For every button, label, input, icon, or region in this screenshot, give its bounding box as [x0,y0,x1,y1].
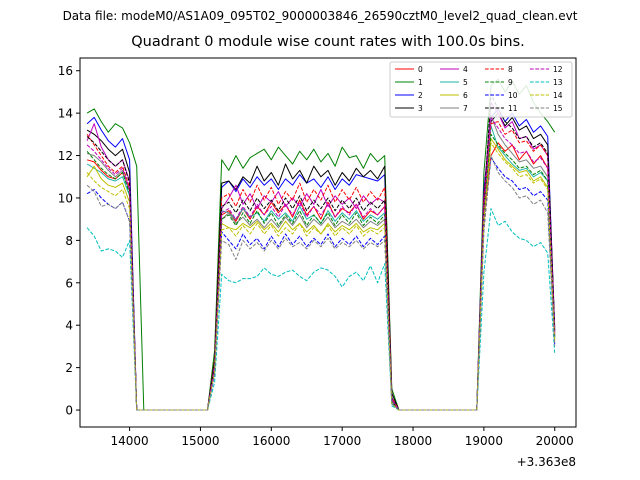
series-line-1 [86,78,556,411]
y-tick-label: 16 [58,64,73,78]
x-tick-label: 20000 [536,434,574,448]
series-line-9 [86,133,556,411]
legend-label-7: 7 [463,104,468,113]
y-tick-label: 6 [65,276,73,290]
x-tick-label: 19000 [465,434,503,448]
plot-frame [79,57,577,428]
series-line-3 [86,112,556,411]
legend-label-14: 14 [553,91,563,100]
y-tick-label: 2 [65,361,73,375]
legend-label-5: 5 [463,78,468,87]
legend-label-4: 4 [463,65,468,74]
chart-title: Quadrant 0 module wise count rates with … [131,34,525,50]
legend-label-6: 6 [463,91,468,100]
x-tick-label: 15000 [181,434,219,448]
y-tick-label: 0 [65,404,73,418]
y-tick-label: 4 [65,319,73,333]
legend-label-8: 8 [508,65,513,74]
x-axis: 14000 15000 16000 17000 18000 19000 20000 [111,427,574,448]
legend-label-11: 11 [508,104,518,113]
legend-box [389,61,573,118]
file-suptitle: Data file: modeM0/AS1A09_095T02_90000038… [62,9,578,23]
series-line-11 [86,93,556,411]
legend-label-1: 1 [418,78,423,87]
series-line-2 [86,108,556,411]
x-tick-label: 16000 [252,434,290,448]
series-line-4 [86,102,556,411]
legend-label-15: 15 [553,104,563,113]
y-axis: 0 2 4 6 8 10 12 14 16 [58,64,80,418]
legend-label-13: 13 [553,78,563,87]
legend-label-9: 9 [508,78,513,87]
y-tick-label: 10 [58,191,73,205]
legend-label-2: 2 [418,91,423,100]
series-layer [86,78,556,411]
legend-label-0: 0 [418,65,423,74]
x-tick-label: 17000 [323,434,361,448]
legend-label-10: 10 [508,91,518,100]
legend-label-3: 3 [418,104,423,113]
x-tick-label: 18000 [394,434,432,448]
series-line-13 [86,208,556,411]
y-tick-label: 8 [65,234,73,248]
x-tick-label: 14000 [111,434,149,448]
series-line-12 [86,116,556,411]
x-offset-label: +3.363e8 [517,455,576,469]
y-tick-label: 14 [58,107,73,121]
legend-label-12: 12 [553,65,563,74]
y-tick-label: 12 [58,149,73,163]
series-line-15 [86,155,556,411]
